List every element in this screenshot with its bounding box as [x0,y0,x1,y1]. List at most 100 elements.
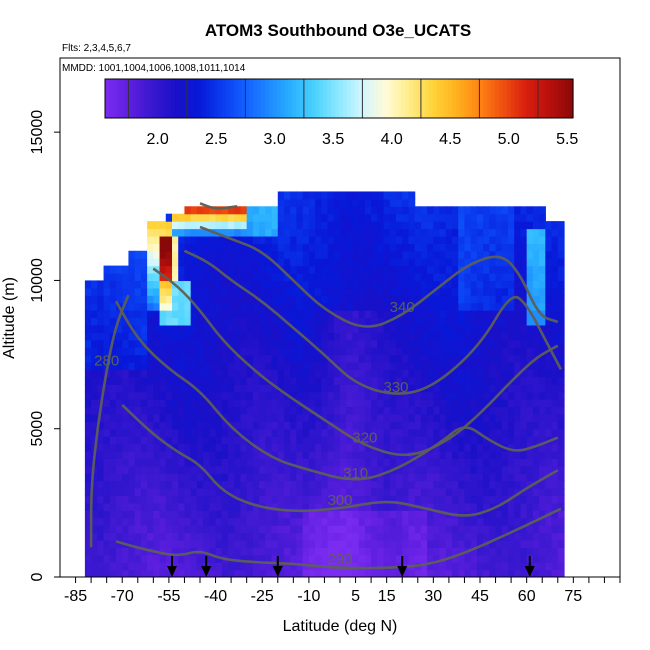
heatmap-cell [557,428,565,437]
heatmap-cell [433,450,441,459]
heatmap-cell [346,413,354,422]
heatmap-cell [333,376,341,385]
heatmap-cell [408,258,416,267]
heatmap-cell [240,562,248,571]
heatmap-cell [290,384,298,393]
heatmap-cell [340,525,347,534]
heatmap-cell [364,265,372,274]
heatmap-cell [209,421,217,430]
heatmap-cell [190,317,198,326]
heatmap-cell [97,428,105,437]
heatmap-cell [259,547,266,556]
heatmap-cell [452,250,459,259]
heatmap-cell [551,399,559,408]
x-tick-label: -85 [64,588,87,605]
heatmap-cell [364,228,372,237]
heatmap-cell [165,250,173,259]
heatmap-cell [476,532,484,541]
heatmap-cell [414,332,422,341]
heatmap-cell [383,273,391,282]
heatmap-cell [383,265,391,274]
heatmap-cell [333,384,341,393]
heatmap-cell [91,488,98,497]
heatmap-cell [489,502,497,511]
heatmap-cell [464,235,472,244]
heatmap-cell [520,539,528,548]
heatmap-cell [153,406,161,415]
heatmap-cell [315,554,322,563]
heatmap-cell [203,502,210,511]
colorbar-swatch [183,79,188,118]
heatmap-cell [327,250,335,259]
heatmap-cell [209,488,217,497]
heatmap-cell [109,280,117,289]
heatmap-cell [246,406,254,415]
heatmap-cell [389,191,397,200]
heatmap-cell [402,510,410,519]
heatmap-cell [178,339,186,348]
heatmap-cell [489,569,497,577]
heatmap-cell [252,458,260,467]
heatmap-cell [178,569,186,577]
heatmap-cell [408,488,416,497]
heatmap-cell [439,421,447,430]
heatmap-cell [159,495,167,504]
heatmap-cell [489,562,497,571]
heatmap-cell [433,206,441,215]
heatmap-cell [514,324,522,333]
heatmap-cell [140,376,148,385]
heatmap-cell [240,302,248,311]
heatmap-cell [489,547,497,556]
contour-line [114,300,559,481]
heatmap-cell [514,554,522,563]
heatmap-cell [116,287,123,296]
heatmap-cell [408,198,416,207]
heatmap-cell [402,406,410,415]
heatmap-cell [346,554,354,563]
heatmap-cell [140,488,148,497]
heatmap-cell [433,443,441,452]
heatmap-cell [134,510,142,519]
heatmap-cell [296,191,304,200]
heatmap-cell [147,502,154,511]
heatmap-cell [259,480,266,489]
heatmap-cell [514,465,522,474]
heatmap-cell [452,391,459,400]
heatmap-cell [91,495,98,504]
heatmap-cell [545,532,553,541]
heatmap-cell [420,488,428,497]
heatmap-cell [246,384,254,393]
heatmap-cell [539,399,546,408]
heatmap-cell [408,273,416,282]
heatmap-cell [122,525,130,534]
heatmap-cell [551,495,559,504]
heatmap-cell [364,502,372,511]
heatmap-cell [520,213,528,222]
colorbar-swatch [561,79,566,118]
heatmap-cell [209,361,217,370]
heatmap-cell [358,547,366,556]
heatmap-cell [246,273,254,282]
heatmap-cell [221,347,229,356]
heatmap-cell [514,361,522,370]
heatmap-cell [147,406,154,415]
colorbar-tick-label: 5.5 [556,131,578,148]
colorbar-swatch [518,79,523,118]
heatmap-cell [91,569,98,577]
heatmap-cell [420,473,428,482]
heatmap-cell [470,354,478,363]
heatmap-cell [234,317,242,326]
heatmap-cell [408,228,416,237]
heatmap-cell [284,495,291,504]
heatmap-cell [271,532,279,541]
heatmap-cell [539,265,546,274]
heatmap-cell [557,547,565,556]
heatmap-cell [252,384,260,393]
heatmap-cell [284,191,291,200]
colorbar-swatch [253,79,258,118]
heatmap-cell [265,488,273,497]
heatmap-cell [408,310,416,319]
heatmap-cell [389,324,397,333]
heatmap-cell [302,339,310,348]
heatmap-cell [196,302,204,311]
